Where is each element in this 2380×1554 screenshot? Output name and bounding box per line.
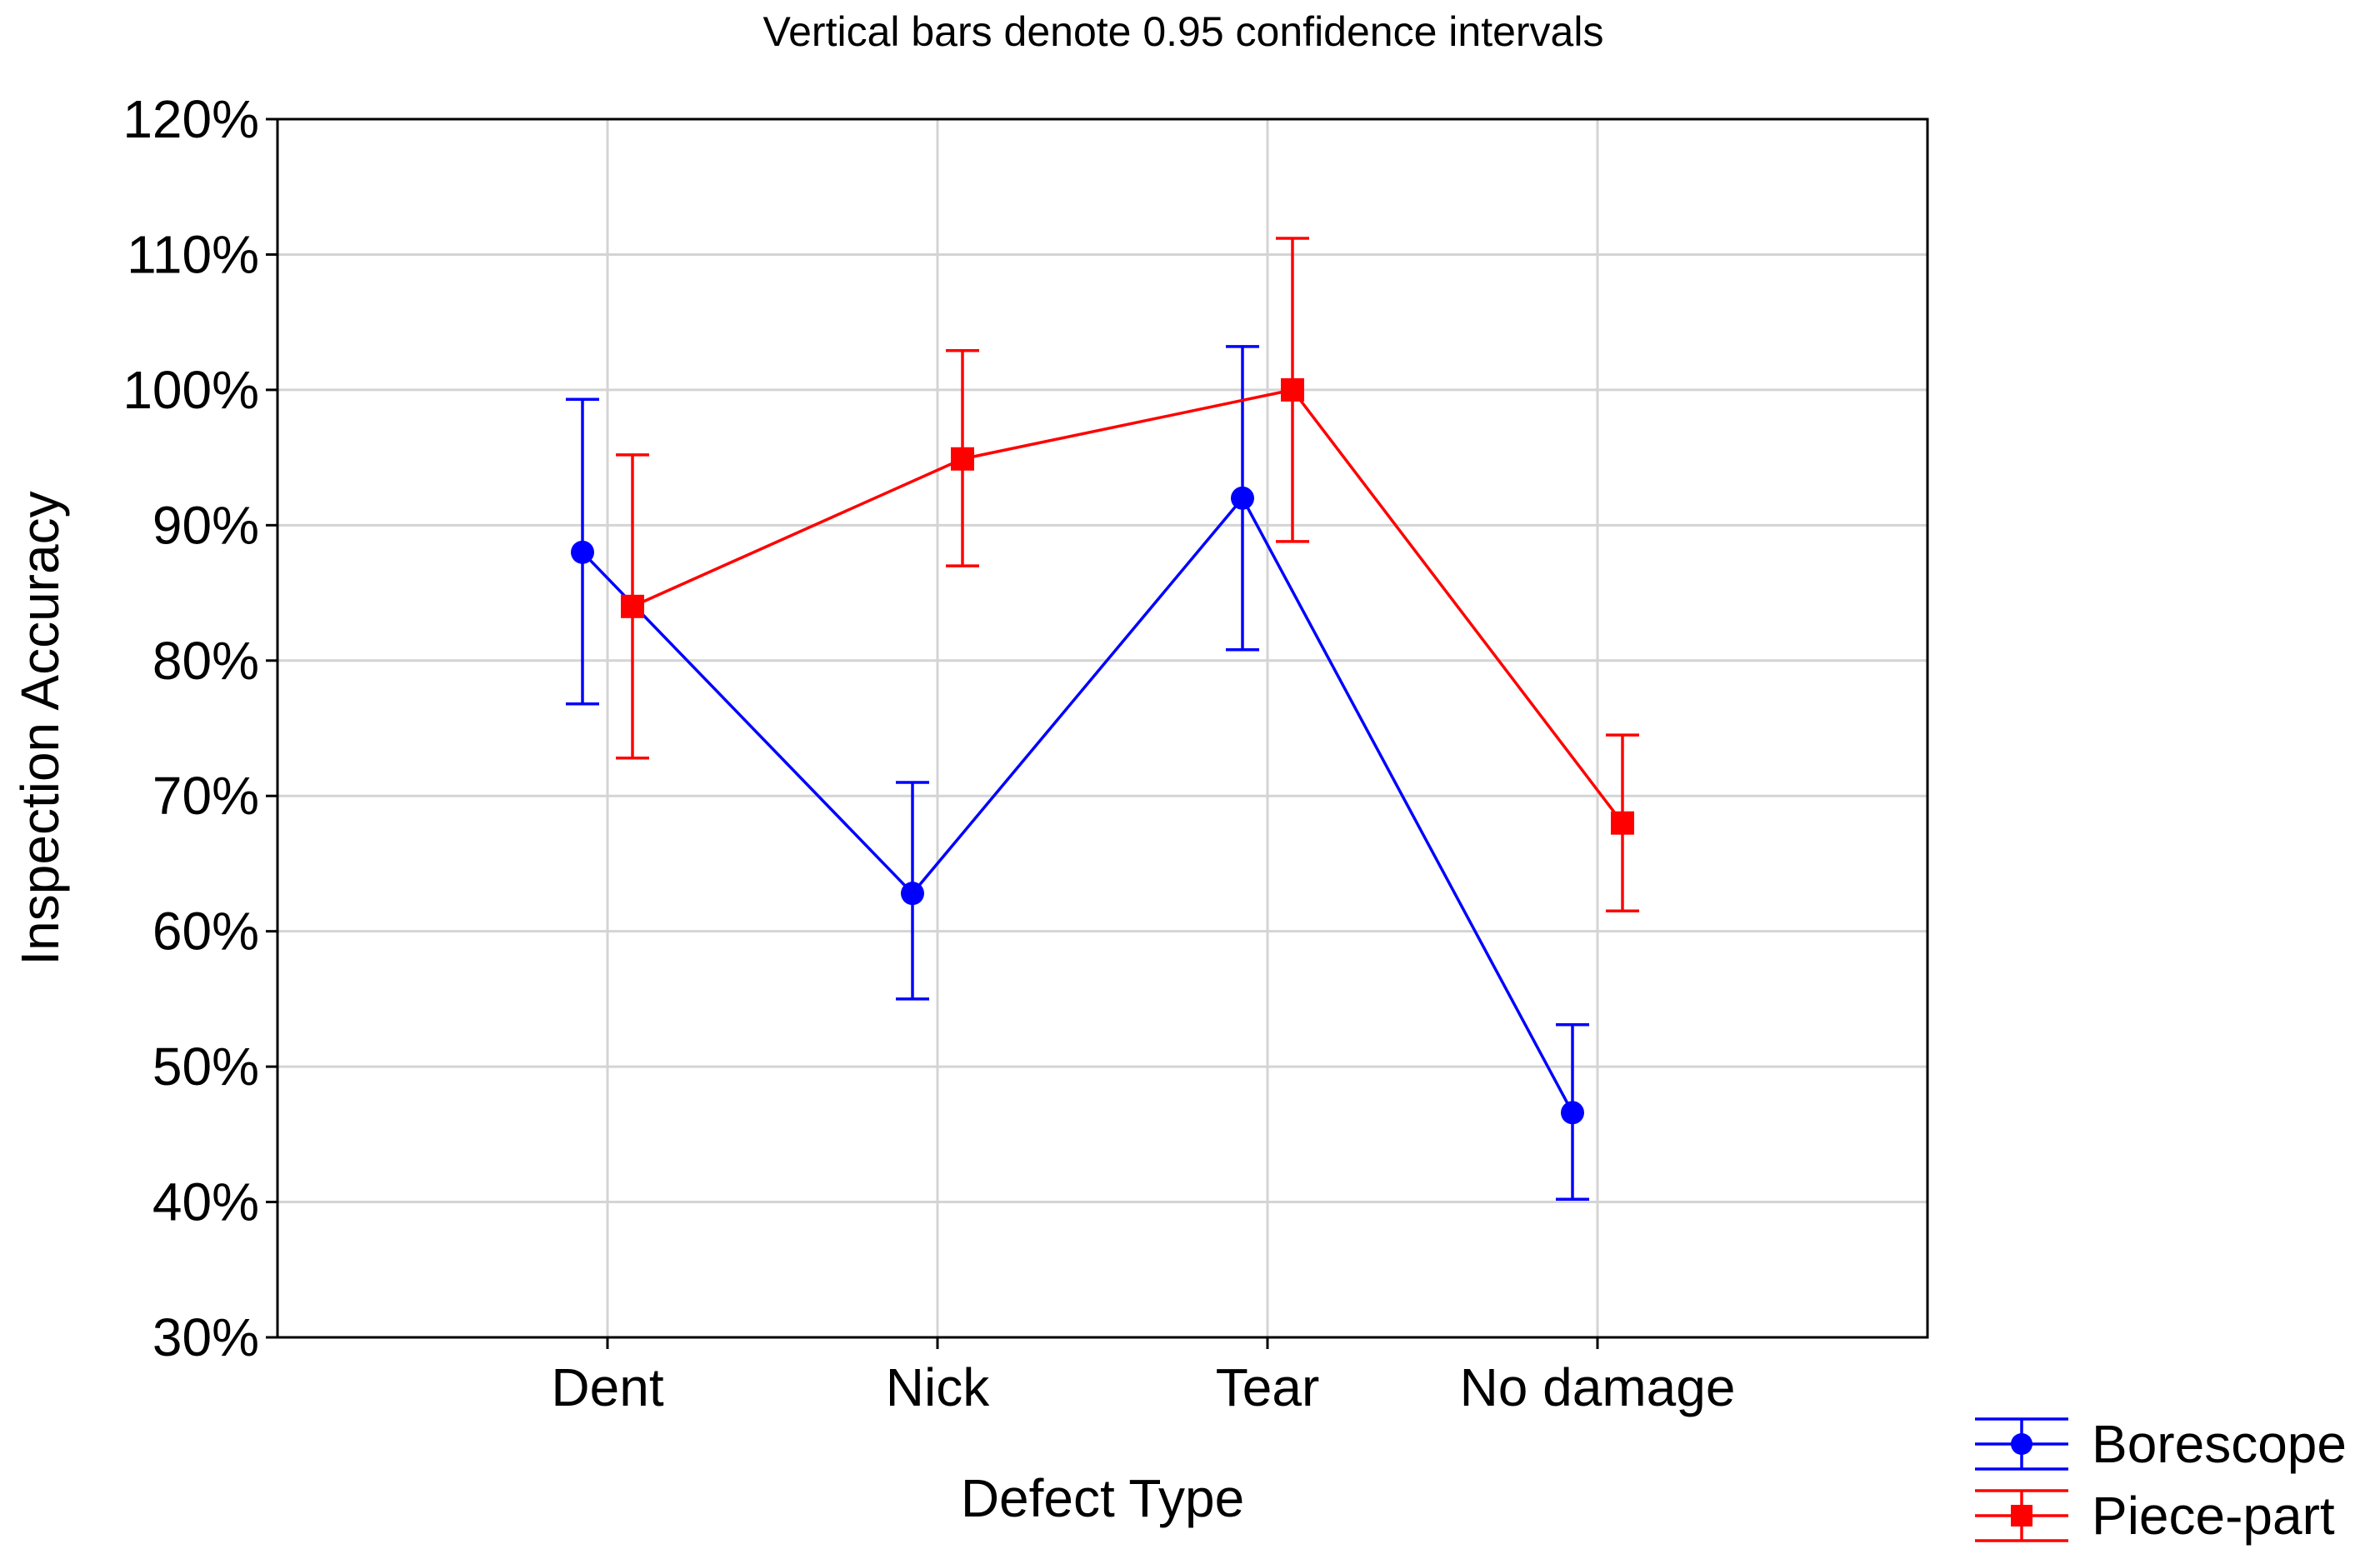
y-tick-label: 100% [122, 360, 259, 420]
series-piece-part [616, 237, 1639, 913]
data-point [621, 594, 644, 618]
x-axis-label: Defect Type [961, 1468, 1244, 1528]
y-axis-label: Inspection Accuracy [10, 491, 70, 965]
y-tick-label: 50% [152, 1037, 259, 1097]
legend: Borescope Piece-part [1975, 1414, 2347, 1546]
y-tick-label: 110% [127, 224, 259, 284]
y-tick-label: 60% [152, 902, 259, 962]
data-point [901, 882, 924, 906]
data-point [1561, 1101, 1584, 1125]
legend-item: Piece-part [1975, 1486, 2335, 1546]
series-line [581, 495, 1574, 1114]
y-tick-label: 120% [122, 89, 259, 149]
x-tick-label: Nick [886, 1357, 990, 1417]
legend-marker [2011, 1433, 2032, 1455]
data-point [951, 447, 974, 471]
data-point [1611, 811, 1634, 835]
y-tick-label: 40% [152, 1172, 259, 1232]
series-line [632, 387, 1624, 824]
x-tick-label: No damage [1460, 1357, 1736, 1417]
data-point [571, 540, 594, 564]
series [566, 237, 1639, 1202]
y-axis-ticks: 30% 40% 50% 60% 70% 80% 90% 100% 110% 120% [122, 89, 278, 1367]
legend-item: Borescope [1975, 1414, 2347, 1474]
x-axis-ticks: Dent Nick Tear No damage [551, 1337, 1735, 1417]
legend-label: Piece-part [2092, 1486, 2335, 1546]
x-tick-label: Dent [551, 1357, 663, 1417]
plot-frame [276, 117, 1929, 1339]
chart-subtitle: Vertical bars denote 0.95 confidence int… [763, 8, 1604, 55]
series-borescope [566, 345, 1589, 1202]
grid [278, 119, 1928, 1337]
data-point [1231, 486, 1254, 510]
y-tick-label: 90% [152, 495, 259, 555]
legend-marker [2011, 1505, 2032, 1527]
y-tick-label: 30% [152, 1307, 259, 1367]
legend-label: Borescope [2092, 1414, 2347, 1474]
data-point [1281, 377, 1304, 402]
x-tick-label: Tear [1216, 1357, 1320, 1417]
y-tick-label: 70% [152, 766, 259, 826]
y-tick-label: 80% [152, 631, 259, 691]
